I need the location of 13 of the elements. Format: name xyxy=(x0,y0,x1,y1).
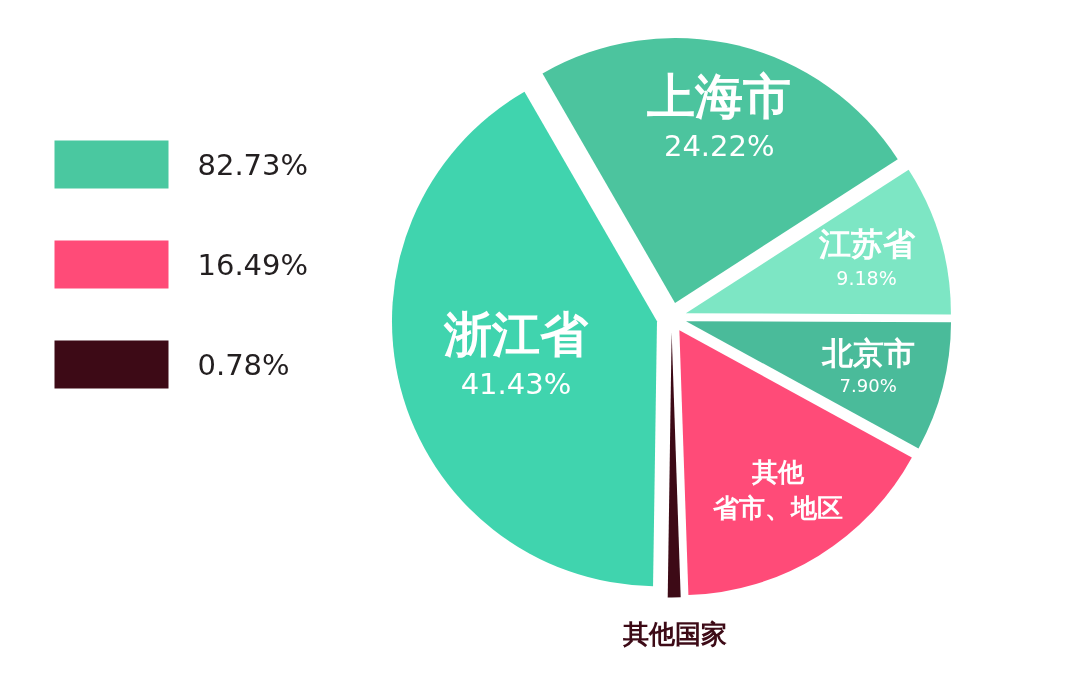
data-label: 9.18% xyxy=(836,267,897,290)
category-label: 16.49% xyxy=(197,247,309,282)
slice-label: 其他国家 xyxy=(621,619,727,650)
data-label: 7.90% xyxy=(839,374,897,396)
data-label: 24.22% xyxy=(663,129,775,164)
category-label: 0.78% xyxy=(197,347,290,382)
slice-label: 浙江省 xyxy=(442,305,589,362)
slice-label: 其他省市、地区 xyxy=(712,457,844,524)
category-label: 82.73% xyxy=(197,147,309,182)
slice-label: 江苏省 xyxy=(817,225,916,264)
slice-label: 上海市 xyxy=(647,68,792,125)
slice-label: 北京市 xyxy=(820,334,915,371)
data-label: 41.43% xyxy=(460,367,572,402)
